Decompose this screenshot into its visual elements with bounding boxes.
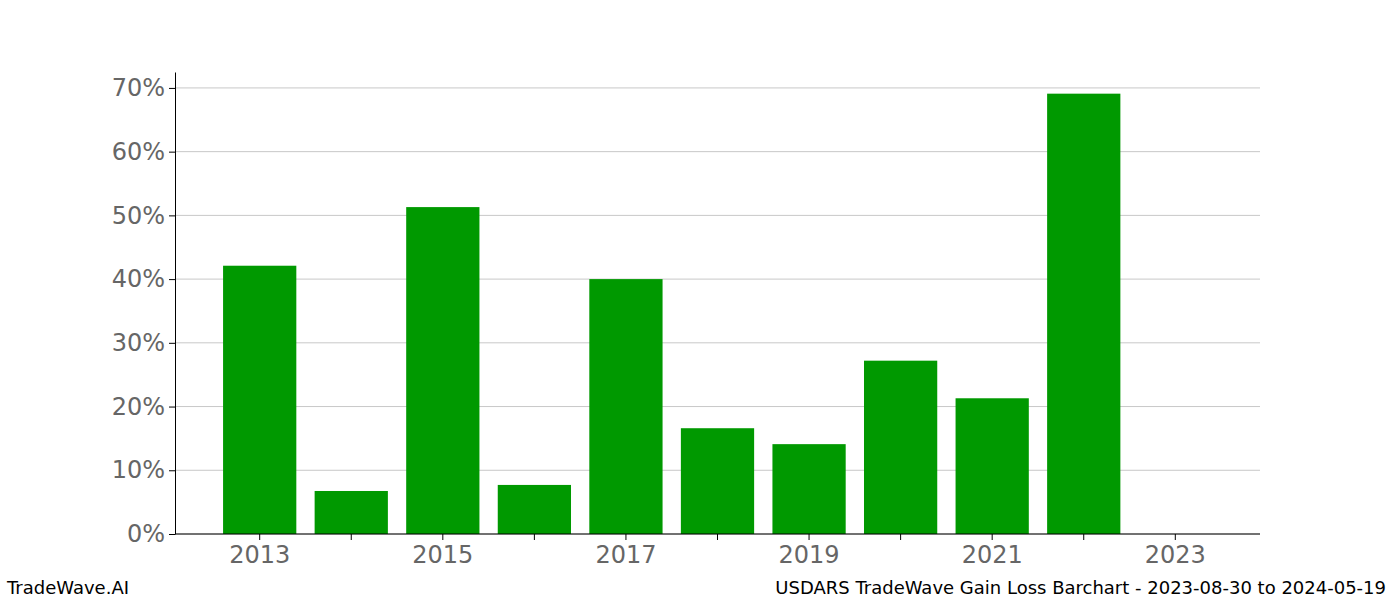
- bar: [864, 361, 937, 534]
- x-tick-label: 2019: [779, 541, 840, 569]
- bar: [956, 398, 1029, 534]
- x-tick-label: 2017: [595, 541, 656, 569]
- source: TradeWave.AI: [6, 577, 129, 598]
- y-tick-mark: [169, 534, 175, 535]
- x-tick-mark: [442, 534, 443, 540]
- bar: [1047, 94, 1120, 534]
- y-tick-label: 20%: [112, 393, 165, 421]
- bar: [315, 491, 388, 534]
- bar: [498, 485, 571, 534]
- y-tick: 50%: [112, 202, 175, 230]
- x-tick-mark: [259, 534, 260, 540]
- x-tick: 2021: [962, 534, 1023, 569]
- y-tick-mark: [169, 215, 175, 216]
- y-tick-label: 0%: [127, 520, 165, 548]
- grid: [175, 88, 1260, 534]
- y-tick-label: 70%: [112, 74, 165, 102]
- x-tick-mark: [625, 534, 626, 540]
- y-tick: 10%: [112, 456, 175, 484]
- x-tick: 2019: [779, 534, 840, 569]
- x-tick-label: 2015: [412, 541, 473, 569]
- y-tick-mark: [169, 152, 175, 153]
- y-tick-label: 50%: [112, 202, 165, 230]
- y-tick-label: 60%: [112, 138, 165, 166]
- x-tick-mark: [1083, 534, 1084, 540]
- y-axis-line: [175, 73, 176, 535]
- x-tick: 2013: [229, 534, 290, 569]
- x-tick: 2015: [412, 534, 473, 569]
- y-tick-mark: [169, 470, 175, 471]
- x-tick-label: 2013: [229, 541, 290, 569]
- title: USDARS TradeWave Gain Loss Barchart - 20…: [775, 577, 1386, 598]
- bar: [406, 207, 479, 534]
- x-axis: 2013 2015 2017 2019 2021 2023: [175, 534, 1260, 569]
- x-tick: [351, 534, 352, 540]
- x-tick-label: 2021: [962, 541, 1023, 569]
- grid-line: [175, 87, 1260, 88]
- x-tick-mark: [351, 534, 352, 540]
- y-tick-mark: [169, 88, 175, 89]
- bars: [223, 94, 1120, 534]
- x-tick-mark: [534, 534, 535, 540]
- y-tick-label: 40%: [112, 265, 165, 293]
- x-tick: 2023: [1145, 534, 1206, 569]
- y-tick: 60%: [112, 138, 175, 166]
- y-tick: 0%: [127, 520, 175, 548]
- x-tick-mark: [717, 534, 718, 540]
- y-tick-mark: [169, 343, 175, 344]
- x-tick: 2017: [595, 534, 656, 569]
- bar: [223, 266, 296, 534]
- x-tick-mark: [809, 534, 810, 540]
- y-tick: 70%: [112, 74, 175, 102]
- y-axis: 0% 10% 20% 30% 40% 50% 60% 70%: [112, 73, 176, 549]
- x-tick: [1083, 534, 1084, 540]
- x-tick-label: 2023: [1145, 541, 1206, 569]
- x-tick: [717, 534, 718, 540]
- y-tick: 30%: [112, 329, 175, 357]
- y-tick: 40%: [112, 265, 175, 293]
- x-tick: [534, 534, 535, 540]
- chart: 2013 2015 2017 2019 2021 2023 0% 10% 20% 30% 40% 50…: [0, 0, 1400, 600]
- y-tick: 20%: [112, 393, 175, 421]
- y-tick-label: 10%: [112, 456, 165, 484]
- y-tick-mark: [169, 407, 175, 408]
- y-tick-label: 30%: [112, 329, 165, 357]
- x-tick: [900, 534, 901, 540]
- x-tick-mark: [992, 534, 993, 540]
- x-tick-mark: [1175, 534, 1176, 540]
- bar: [681, 428, 754, 534]
- x-tick-mark: [900, 534, 901, 540]
- bar: [772, 444, 845, 534]
- y-tick-mark: [169, 279, 175, 280]
- bar: [589, 279, 662, 534]
